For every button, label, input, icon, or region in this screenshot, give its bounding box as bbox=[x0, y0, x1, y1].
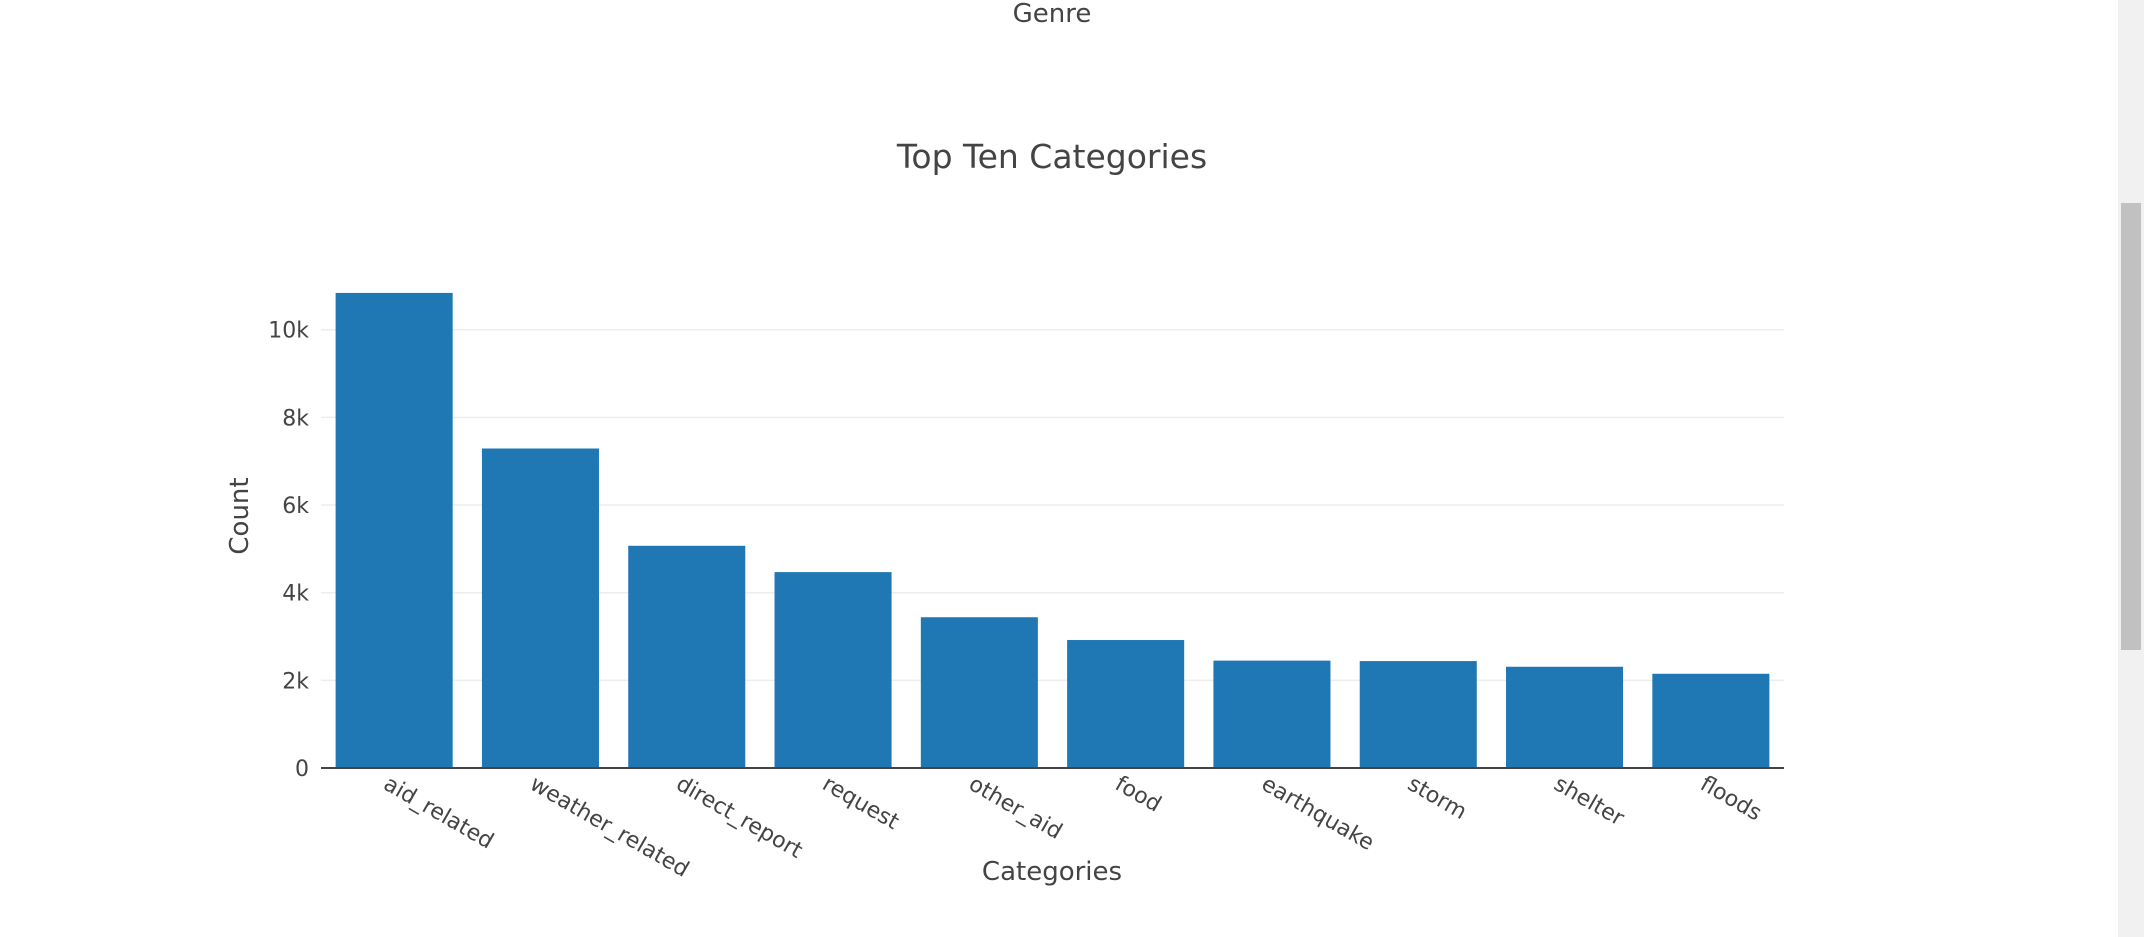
y-tick-label: 4k bbox=[282, 582, 309, 607]
bar-weather-related[interactable] bbox=[481, 448, 599, 768]
bar-other-aid[interactable] bbox=[920, 617, 1038, 768]
y-axis-ticks: 0 2k 4k 6k 8k 10k bbox=[268, 319, 309, 782]
bar-floods[interactable] bbox=[1652, 673, 1770, 768]
x-tick-label: aid_related bbox=[379, 772, 497, 855]
x-tick-label: other_aid bbox=[964, 772, 1066, 845]
x-tick-label: weather_related bbox=[525, 772, 693, 883]
bar-shelter[interactable] bbox=[1506, 666, 1624, 768]
x-tick-label: storm bbox=[1403, 772, 1471, 825]
x-tick-label: shelter bbox=[1550, 772, 1629, 832]
chart-title: Top Ten Categories bbox=[896, 137, 1207, 176]
y-tick-label: 10k bbox=[268, 319, 309, 344]
y-tick-label: 2k bbox=[282, 669, 309, 694]
x-tick-label: request bbox=[818, 772, 903, 836]
y-tick-label: 6k bbox=[282, 494, 309, 519]
y-tick-label: 8k bbox=[282, 406, 309, 431]
bar-food[interactable] bbox=[1067, 640, 1185, 768]
bar-storm[interactable] bbox=[1359, 661, 1477, 768]
x-axis-title: Categories bbox=[982, 857, 1122, 887]
bars bbox=[335, 292, 1770, 768]
bar-request[interactable] bbox=[774, 572, 892, 768]
bar-aid-related[interactable] bbox=[335, 292, 453, 768]
bar-earthquake[interactable] bbox=[1213, 660, 1331, 768]
x-tick-label: direct_report bbox=[672, 772, 807, 864]
scrollbar-thumb[interactable] bbox=[2121, 203, 2141, 650]
bar-direct-report[interactable] bbox=[628, 545, 746, 768]
x-tick-label: earthquake bbox=[1257, 772, 1378, 856]
x-tick-label: floods bbox=[1696, 772, 1766, 827]
y-tick-label: 0 bbox=[295, 757, 309, 782]
y-axis-title: Count bbox=[225, 477, 255, 554]
previous-chart-x-axis-title: Genre bbox=[1013, 0, 1092, 29]
x-tick-label: food bbox=[1111, 772, 1166, 818]
